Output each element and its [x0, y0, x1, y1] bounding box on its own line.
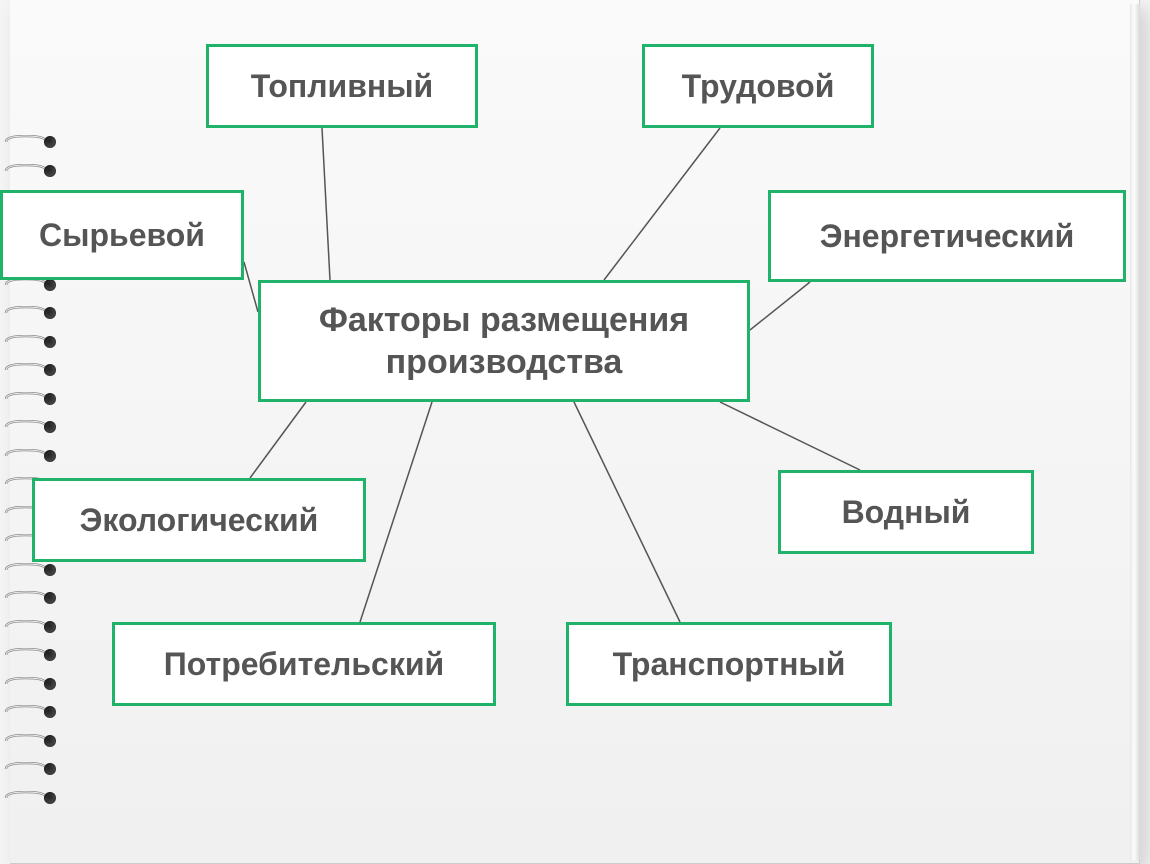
- node-label: Энергетический: [820, 216, 1075, 256]
- node-ecological: Экологический: [32, 478, 366, 562]
- connector: [720, 402, 860, 470]
- connector: [604, 128, 720, 280]
- node-fuel: Топливный: [206, 44, 478, 128]
- node-energy: Энергетический: [768, 190, 1126, 282]
- node-consumer: Потребительский: [112, 622, 496, 706]
- node-labor: Трудовой: [642, 44, 874, 128]
- node-raw-material: Сырьевой: [0, 190, 244, 280]
- connector-lines: [0, 0, 1150, 864]
- node-center: Факторы размещения производства: [258, 280, 750, 402]
- node-water: Водный: [778, 470, 1034, 554]
- connector: [250, 402, 306, 478]
- node-label: Трудовой: [682, 66, 835, 106]
- connector: [244, 262, 258, 312]
- node-label: Экологический: [80, 500, 319, 540]
- connector: [322, 128, 330, 280]
- node-transport: Транспортный: [566, 622, 892, 706]
- node-label: Водный: [842, 492, 971, 532]
- node-label: Потребительский: [164, 644, 444, 684]
- node-label: Транспортный: [613, 644, 846, 684]
- connector: [360, 402, 432, 622]
- node-label: Сырьевой: [39, 215, 205, 255]
- connector: [750, 282, 810, 330]
- node-label: Топливный: [251, 66, 433, 106]
- diagram-canvas: Факторы размещения производства Топливный…: [0, 0, 1150, 864]
- connector: [574, 402, 680, 622]
- node-label: Факторы размещения производства: [319, 299, 689, 384]
